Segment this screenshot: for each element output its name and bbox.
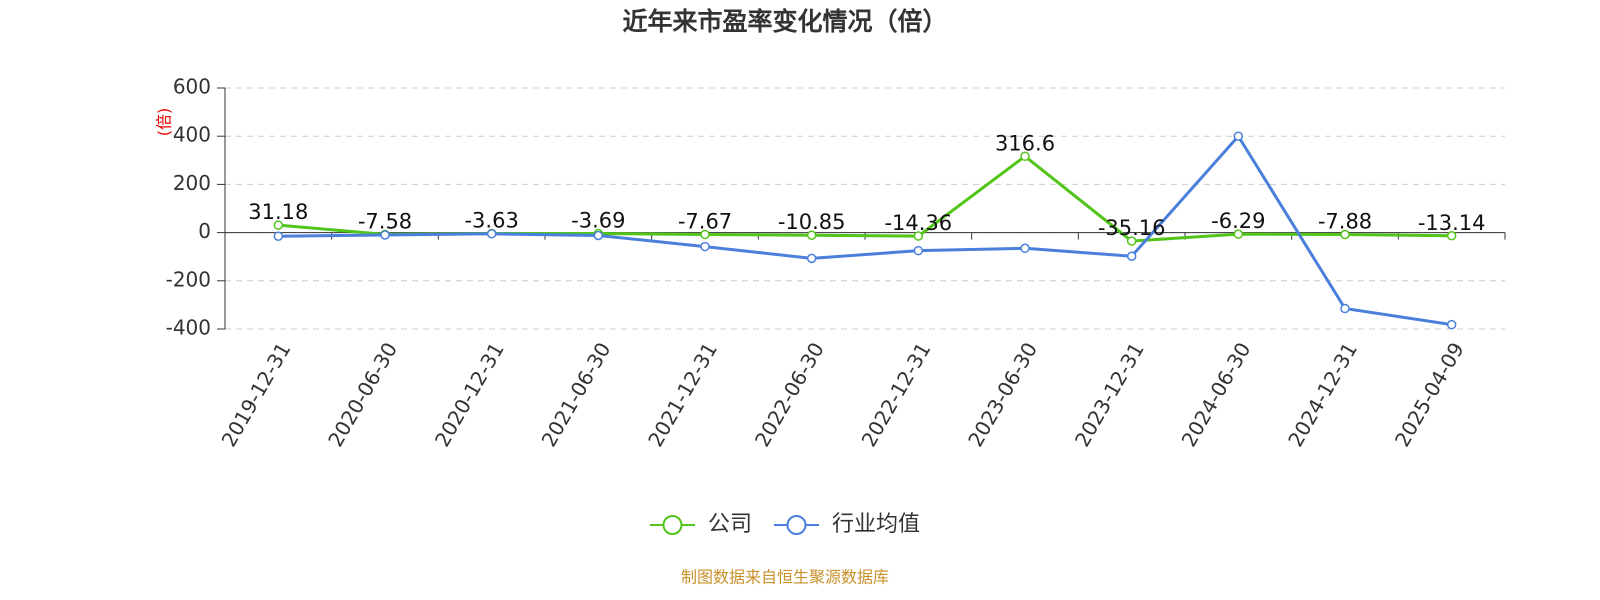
data-point	[1126, 236, 1137, 246]
legend-marker	[662, 515, 683, 535]
data-label: -6.29	[1211, 209, 1265, 233]
x-tick-label: 2024-06-30	[1177, 338, 1256, 451]
data-point	[1446, 319, 1457, 330]
x-tick-label: 2022-12-31	[857, 338, 936, 451]
legend-label: 公司	[708, 512, 752, 537]
x-tick-label: 2023-12-31	[1070, 338, 1149, 451]
y-tick-label: 600	[173, 75, 211, 99]
x-tick-label: 2021-12-31	[643, 338, 722, 451]
y-tick-label: 200	[173, 171, 211, 195]
x-tick-label: 2022-06-30	[750, 338, 829, 451]
data-point	[913, 231, 924, 241]
series-line	[278, 133, 1452, 327]
data-point	[1446, 231, 1457, 241]
data-point	[593, 230, 604, 241]
source-note: 制图数据来自恒生聚源数据库	[681, 568, 889, 587]
chart-title: 近年来市盈率变化情况（倍）	[622, 7, 947, 36]
data-point	[806, 230, 817, 240]
data-label: -10.85	[778, 210, 846, 234]
data-point	[1340, 303, 1350, 314]
legend-label: 行业均值	[832, 512, 920, 537]
data-point	[1233, 131, 1244, 141]
data-point	[273, 231, 284, 241]
data-point	[1340, 229, 1350, 240]
data-label: -3.63	[464, 208, 518, 232]
x-tick-label: 2025-04-09	[1390, 338, 1469, 451]
data-point	[700, 241, 710, 252]
data-label: -7.88	[1318, 209, 1372, 233]
data-label: -7.67	[678, 209, 732, 233]
data-label: 316.6	[995, 131, 1055, 155]
data-label: -13.14	[1418, 211, 1486, 235]
y-tick-label: 400	[173, 123, 211, 147]
y-tick-label: -400	[166, 316, 211, 340]
data-point	[1126, 251, 1137, 261]
legend-marker	[786, 515, 807, 535]
data-point	[1020, 243, 1030, 254]
legend: 公司 行业均值	[649, 512, 920, 537]
data-point	[486, 229, 497, 239]
y-tick-label: 0	[198, 219, 211, 243]
data-label: 31.18	[248, 200, 308, 224]
data-label: -7.58	[358, 209, 412, 233]
data-label: -3.69	[571, 208, 625, 232]
x-tick-label: 2019-12-31	[217, 338, 296, 451]
y-tick-label: -200	[166, 267, 211, 291]
x-tick-label: 2020-12-31	[430, 338, 509, 451]
data-point	[1233, 229, 1244, 239]
data-label: -14.36	[884, 211, 952, 235]
data-label: -35.16	[1098, 216, 1166, 240]
x-tick-label: 2021-06-30	[537, 338, 616, 451]
data-point	[700, 229, 710, 240]
data-point	[273, 220, 284, 230]
data-point	[806, 253, 817, 264]
data-point	[913, 245, 924, 256]
x-tick-label: 2023-06-30	[963, 338, 1042, 451]
x-tick-label: 2024-12-31	[1283, 338, 1362, 451]
x-tick-label: 2020-06-30	[323, 338, 402, 451]
data-point	[380, 230, 390, 240]
data-point	[1020, 151, 1030, 162]
y-axis-label: (倍)	[155, 108, 174, 137]
